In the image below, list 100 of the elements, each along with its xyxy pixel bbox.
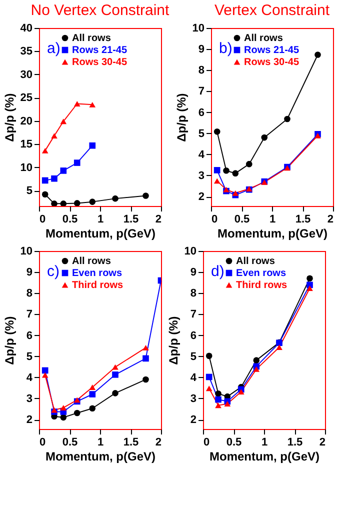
- x-tick-label: 1.5: [295, 214, 311, 226]
- y-tick-label: 4: [198, 148, 206, 161]
- point: [142, 192, 149, 199]
- legend-label: All rows: [244, 33, 284, 44]
- point: [238, 388, 244, 394]
- point: [253, 366, 260, 372]
- legend-label: Third rows: [236, 280, 288, 291]
- y-axis-title: Δp/p (%): [2, 93, 16, 142]
- point: [42, 191, 48, 198]
- point: [112, 371, 118, 378]
- point: [89, 102, 96, 108]
- point: [60, 118, 67, 124]
- y-tick-label: 9: [190, 266, 196, 279]
- y-tick-label: 7: [26, 308, 32, 321]
- point: [306, 286, 313, 292]
- x-tick-label: 1: [97, 214, 104, 226]
- x-tick-label: 1: [261, 436, 268, 448]
- point: [112, 195, 118, 202]
- y-tick-label: 35: [20, 46, 32, 58]
- x-axis-title: Momentum, p(GeV): [210, 450, 320, 464]
- point: [214, 167, 220, 174]
- point: [51, 133, 58, 139]
- y-tick-label: 2: [26, 414, 32, 426]
- legend-label: All rows: [72, 33, 112, 44]
- annotation: c): [47, 263, 60, 280]
- point: [215, 390, 222, 397]
- point: [74, 410, 80, 416]
- chart-title: Vertex Constraint: [214, 2, 330, 19]
- legend-label: Even rows: [236, 268, 286, 279]
- point: [276, 344, 282, 350]
- point: [42, 177, 48, 184]
- y-tick-label: 30: [20, 68, 32, 81]
- y-tick-label: 20: [20, 115, 32, 128]
- point: [42, 148, 48, 154]
- point: [74, 200, 80, 206]
- point: [224, 400, 231, 406]
- point: [89, 391, 96, 398]
- point: [284, 116, 290, 122]
- x-tick-label: 1.5: [287, 436, 303, 448]
- legend-label: Rows 30-45: [244, 57, 300, 68]
- y-tick-label: 40: [20, 22, 32, 34]
- legend-label: Rows 30-45: [72, 57, 128, 68]
- point: [89, 198, 96, 205]
- point: [112, 364, 118, 370]
- y-tick-label: 4: [190, 372, 198, 384]
- y-tick-label: 3: [198, 170, 204, 182]
- y-tick-label: 3: [26, 392, 32, 405]
- point: [206, 374, 212, 380]
- legend-label: All rows: [236, 256, 276, 267]
- y-tick-label: 5: [198, 128, 204, 140]
- x-axis-title: Momentum, p(GeV): [46, 450, 156, 464]
- x-tick-label: 1.5: [123, 436, 139, 448]
- point: [206, 352, 212, 360]
- x-tick-label: 0.5: [62, 214, 78, 226]
- x-tick-label: 0.5: [234, 214, 250, 226]
- x-tick-label: 0: [40, 436, 46, 448]
- point: [89, 142, 96, 149]
- y-tick-label: 10: [20, 246, 32, 258]
- point: [112, 390, 118, 396]
- point: [306, 275, 313, 282]
- y-tick-label: 7: [198, 86, 204, 98]
- x-tick-label: 0.5: [62, 436, 78, 448]
- point: [223, 167, 230, 174]
- y-tick-label: 5: [26, 350, 32, 363]
- x-axis-title: Momentum, p(GeV): [46, 226, 156, 240]
- annotation: b): [219, 40, 232, 57]
- y-tick-label: 2: [198, 191, 204, 204]
- x-tick-label: 0: [212, 214, 218, 226]
- y-tick-label: 8: [190, 288, 196, 300]
- point: [214, 178, 220, 184]
- y-tick-label: 4: [26, 372, 34, 384]
- y-tick-label: 5: [190, 350, 196, 363]
- legend-label: Third rows: [72, 280, 124, 291]
- y-axis-title: Δp/p (%): [166, 316, 180, 365]
- point: [232, 170, 239, 177]
- y-tick-label: 2: [190, 414, 196, 426]
- point: [215, 402, 222, 408]
- y-axis-title: Δp/p (%): [174, 93, 188, 142]
- legend-label: All rows: [72, 256, 112, 267]
- point: [74, 101, 80, 106]
- y-tick-label: 10: [20, 162, 32, 174]
- point: [60, 414, 67, 421]
- y-tick-label: 6: [190, 330, 196, 342]
- point: [214, 128, 220, 135]
- x-tick-label: 1: [269, 214, 276, 226]
- legend-label: Even rows: [72, 268, 122, 279]
- point: [60, 168, 67, 174]
- point: [89, 384, 96, 390]
- point: [261, 134, 268, 141]
- point: [246, 160, 252, 168]
- point: [42, 372, 48, 378]
- point: [253, 357, 260, 364]
- annotation: d): [211, 263, 224, 280]
- y-tick-label: 6: [198, 106, 204, 119]
- y-tick-label: 15: [20, 138, 32, 151]
- chart-title: No Vertex Constraint: [30, 2, 170, 19]
- point: [142, 344, 149, 350]
- y-tick-label: 8: [26, 288, 32, 300]
- x-tick-label: 1.5: [123, 214, 139, 226]
- y-tick-label: 3: [190, 392, 196, 405]
